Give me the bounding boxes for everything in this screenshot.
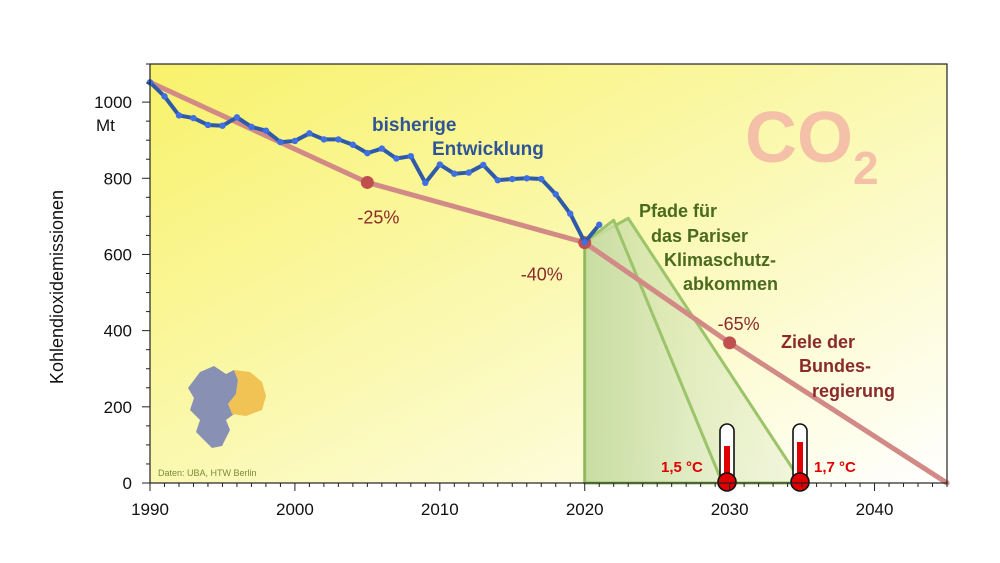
thermometer-icon-1-7	[790, 423, 810, 492]
target-pct-label: -65%	[718, 314, 760, 334]
targets-label-line-2: Bundes-	[799, 356, 871, 376]
co2-watermark: CO2	[745, 98, 879, 194]
thermometer-icon-1-5	[717, 423, 737, 492]
paths-label: Pfade für das Pariser Klimaschutz- abkom…	[639, 201, 778, 294]
historical-point	[335, 136, 342, 143]
x-tick-label: 2030	[711, 500, 749, 519]
target-marker	[723, 336, 737, 350]
x-tick-label: 2010	[421, 500, 459, 519]
targets-label-line-3: regierung	[812, 381, 895, 401]
paths-label-line-1: Pfade für	[639, 201, 717, 221]
temp-label-1-5: 1,5 °C	[661, 459, 703, 476]
y-tick-label: 200	[104, 398, 132, 417]
historical-point	[422, 179, 429, 187]
historical-point	[393, 155, 400, 162]
temp-label-1-7: 1,7 °C	[814, 459, 856, 476]
plot-background	[150, 64, 947, 483]
historical-point	[567, 210, 574, 217]
x-tick-label: 2020	[566, 500, 604, 519]
historical-label-line-2: Entwicklung	[432, 139, 544, 160]
historical-point	[277, 138, 284, 146]
historical-point	[320, 136, 328, 143]
germany-map-icon	[188, 366, 266, 448]
y-tick-label: 800	[104, 169, 132, 188]
historical-point	[581, 239, 588, 246]
y-unit-label: Mt	[96, 116, 115, 135]
historical-point	[596, 221, 603, 228]
x-tick-label: 1990	[131, 500, 169, 519]
historical-point	[407, 152, 415, 160]
historical-point	[480, 161, 487, 169]
axes: 0 200 400 600 800 1000 1990 2000 2010 2020 2030 204…	[94, 63, 948, 519]
historical-point	[494, 176, 501, 184]
y-tick-label: 600	[104, 245, 132, 264]
historical-point	[190, 114, 197, 122]
historical-point	[248, 123, 255, 131]
historical-point	[378, 145, 386, 152]
y-axis-label: Kohlendioxidemissionen	[47, 190, 67, 384]
historical-point	[509, 175, 516, 183]
historical-point	[465, 169, 472, 176]
historical-point	[451, 170, 458, 177]
source-note: Daten: UBA, HTW Berlin	[158, 468, 257, 478]
paths-label-line-3: Klimaschutz-	[664, 250, 776, 270]
historical-point	[523, 175, 530, 182]
y-tick-label: 400	[104, 322, 132, 341]
y-tick-label: 1000	[94, 93, 132, 112]
y-tick-label: 0	[123, 474, 132, 493]
target-pct-label: -25%	[357, 207, 399, 227]
paths-label-line-4: abkommen	[683, 274, 778, 294]
historical-point	[161, 93, 168, 100]
historical-point	[552, 191, 559, 198]
historical-point	[291, 137, 299, 145]
historical-point	[436, 161, 444, 168]
historical-label-line-1: bisherige	[372, 115, 456, 136]
historical-point	[175, 112, 183, 119]
historical-label: bisherige Entwicklung	[372, 115, 544, 160]
x-tick-label: 2000	[276, 500, 314, 519]
x-tick-label: 2040	[856, 500, 894, 519]
historical-point	[364, 149, 371, 157]
svg-text:CO2: CO2	[745, 98, 879, 194]
target-marker	[360, 175, 374, 189]
historical-point	[349, 141, 357, 148]
historical-point	[538, 175, 545, 183]
target-pct-label: -40%	[521, 265, 563, 285]
targets-label: Ziele der Bundes- regierung	[781, 332, 895, 401]
targets-label-line-1: Ziele der	[781, 332, 855, 352]
historical-series	[146, 79, 603, 246]
historical-point	[233, 114, 241, 121]
historical-point	[219, 122, 226, 129]
historical-point	[204, 121, 212, 129]
paths-label-line-2: das Pariser	[651, 226, 748, 246]
historical-point	[262, 127, 270, 134]
historical-point	[306, 130, 313, 137]
